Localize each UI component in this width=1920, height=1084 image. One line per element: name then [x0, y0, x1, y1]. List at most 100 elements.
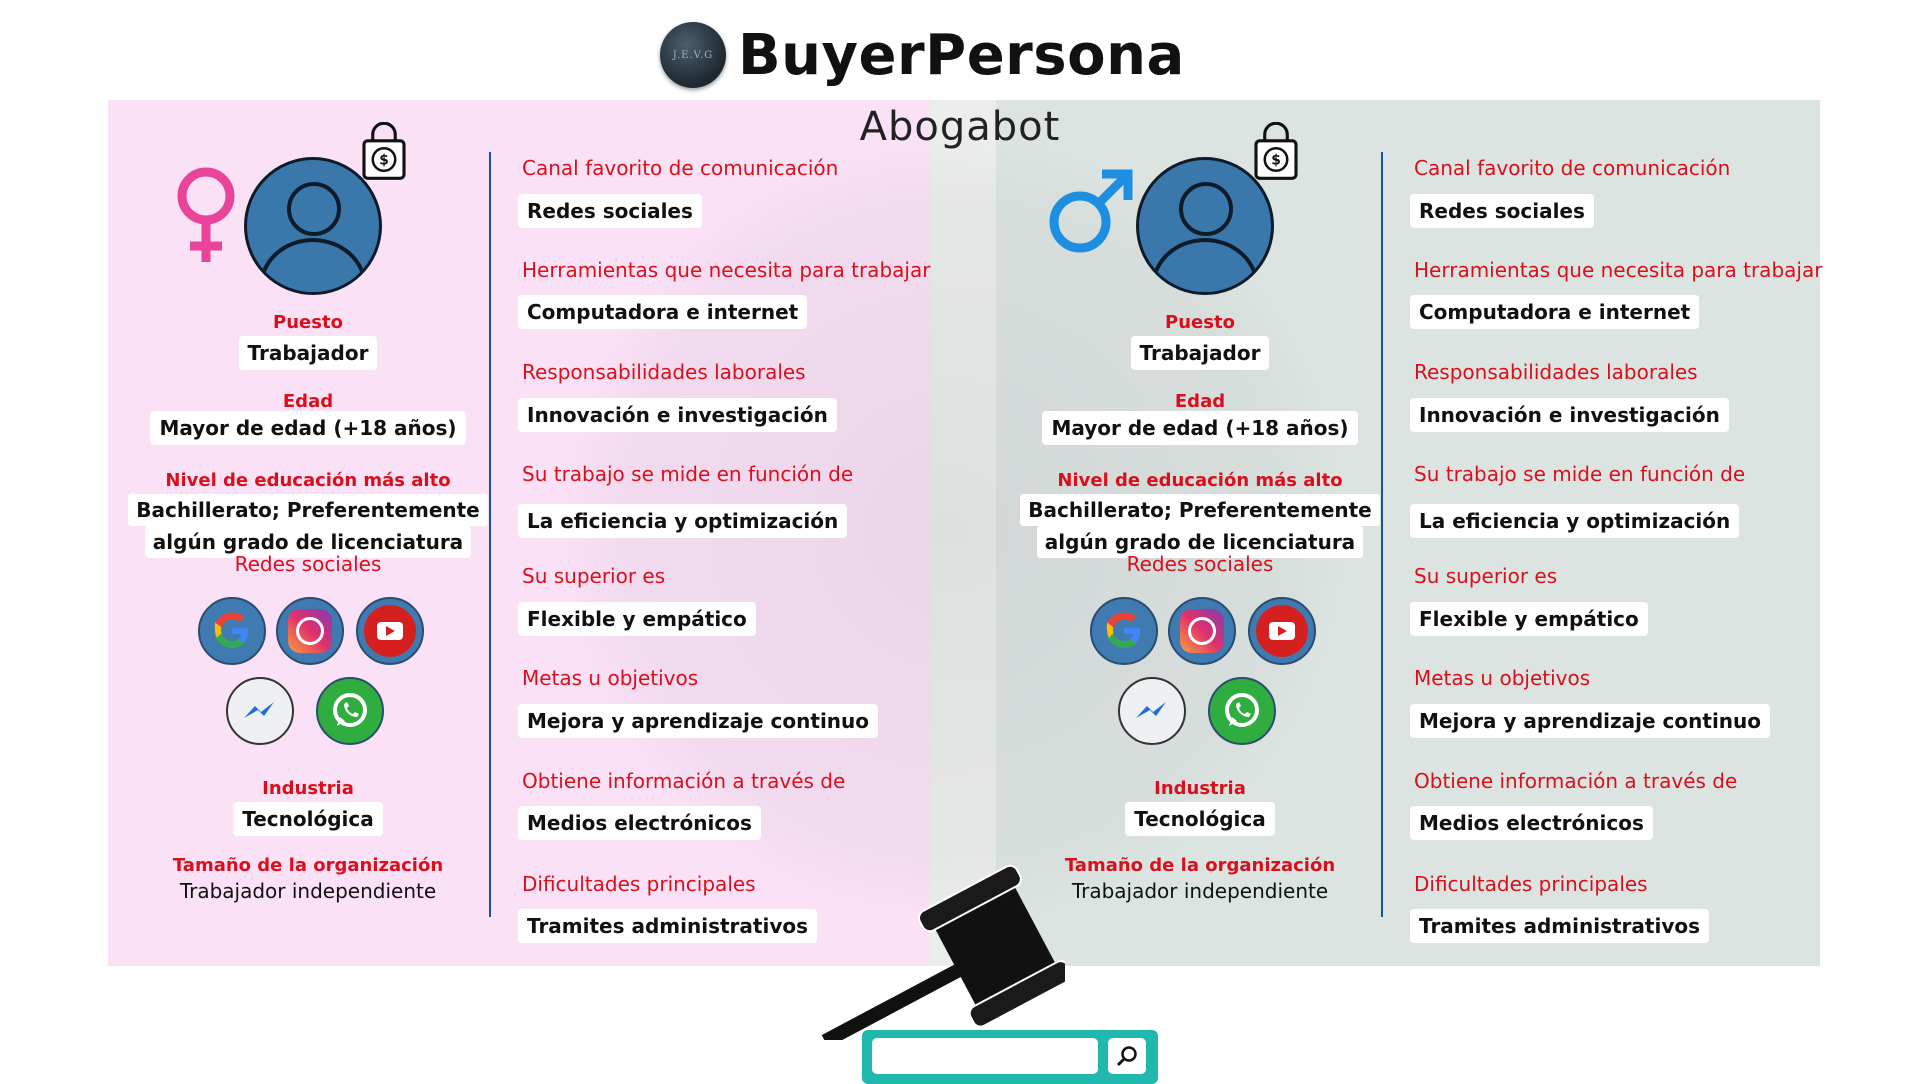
tamano-value: Trabajador independiente [1071, 879, 1329, 903]
detail-label: Herramientas que necesita para trabajar [1414, 258, 1823, 282]
detail-label: Obtiene información a través de [522, 769, 846, 793]
educacion-value-line1: Bachillerato; Preferentemente [1020, 494, 1380, 526]
header: J.E.V.G BuyerPersona [660, 20, 1185, 90]
tamano-label: Tamaño de la organización [1064, 855, 1336, 876]
detail-value: Redes sociales [1410, 194, 1594, 228]
avatar [244, 157, 382, 295]
detail-label: Canal favorito de comunicación [522, 156, 839, 180]
detail-label: Su superior es [1414, 564, 1558, 588]
page-subtitle: Abogabot [859, 104, 1061, 150]
industria-value-wrap: Tecnológica [1000, 802, 1400, 836]
detail-label: Dificultades principales [522, 872, 756, 896]
logo: J.E.V.G [660, 22, 726, 88]
detail-value-wrap: La eficiencia y optimización [1410, 504, 1740, 538]
search-bar [862, 1030, 1158, 1084]
messenger-icon[interactable] [1118, 677, 1186, 745]
detail-value: Medios electrónicos [1410, 806, 1653, 840]
puesto-label: Puesto [273, 312, 343, 333]
industria-label: Industria [1154, 778, 1246, 799]
detail-value-wrap: Redes sociales [518, 194, 702, 228]
detail-label: Responsabilidades laborales [1414, 360, 1698, 384]
puesto-value-wrap: Trabajador [1000, 336, 1400, 370]
detail-value: Tramites administrativos [1410, 909, 1710, 943]
detail-value-wrap: Flexible y empático [1410, 602, 1648, 636]
google-icon[interactable] [1090, 597, 1158, 665]
industria-value: Tecnológica [233, 802, 383, 836]
detail-value: La eficiencia y optimización [518, 504, 848, 538]
whatsapp-icon[interactable] [316, 677, 384, 745]
detail-value: Innovación e investigación [518, 398, 837, 432]
educacion-value-wrap: Bachillerato; Preferentemente algún grad… [1000, 494, 1400, 558]
whatsapp-icon[interactable] [1208, 677, 1276, 745]
detail-label: Responsabilidades laborales [522, 360, 806, 384]
shopping-bag-dollar-icon: $ [362, 122, 406, 180]
google-icon[interactable] [198, 597, 266, 665]
detail-value-wrap: Mejora y aprendizaje continuo [1410, 704, 1771, 738]
avatar [1136, 157, 1274, 295]
detail-label: Canal favorito de comunicación [1414, 156, 1731, 180]
puesto-value-wrap: Trabajador [108, 336, 508, 370]
search-button[interactable] [1108, 1038, 1146, 1074]
tamano-value: Trabajador independiente [179, 879, 437, 903]
shopping-bag-dollar-icon: $ [1254, 122, 1298, 180]
edad-value-wrap: Mayor de edad (+18 años) [1000, 411, 1400, 445]
detail-value-wrap: Innovación e investigación [518, 398, 837, 432]
detail-label: Herramientas que necesita para trabajar [522, 258, 931, 282]
detail-value: Flexible y empático [1410, 602, 1648, 636]
detail-value: Redes sociales [518, 194, 702, 228]
detail-label: Metas u objetivos [1414, 666, 1591, 690]
edad-value: Mayor de edad (+18 años) [1042, 411, 1358, 445]
detail-value-wrap: Innovación e investigación [1410, 398, 1729, 432]
youtube-icon[interactable] [1248, 597, 1316, 665]
search-icon [1116, 1046, 1137, 1067]
detail-value-wrap: Mejora y aprendizaje continuo [518, 704, 879, 738]
detail-value-wrap: Tramites administrativos [518, 909, 818, 943]
detail-value-wrap: Computadora e internet [1410, 295, 1700, 329]
persona-profile: $ Puesto Trabajador Edad Mayor de edad (… [108, 100, 508, 966]
detail-value-wrap: Computadora e internet [518, 295, 808, 329]
industria-value: Tecnológica [1125, 802, 1275, 836]
persona-card-female: $ Puesto Trabajador Edad Mayor de edad (… [108, 100, 1008, 966]
detail-value: Mejora y aprendizaje continuo [518, 704, 879, 738]
educacion-label: Nivel de educación más alto [165, 470, 451, 491]
messenger-icon[interactable] [226, 677, 294, 745]
educacion-value-line2: algún grado de licenciatura [144, 526, 472, 558]
puesto-value: Trabajador [1130, 336, 1270, 370]
detail-value: Medios electrónicos [518, 806, 761, 840]
persona-profile: $ Puesto Trabajador Edad Mayor de edad (… [1000, 100, 1400, 966]
edad-value-wrap: Mayor de edad (+18 años) [108, 411, 508, 445]
detail-label: Su trabajo se mide en función de [522, 462, 854, 486]
industria-value-wrap: Tecnológica [108, 802, 508, 836]
redes-label: Redes sociales [1126, 552, 1274, 576]
puesto-value: Trabajador [238, 336, 378, 370]
educacion-value-wrap: Bachillerato; Preferentemente algún grad… [108, 494, 508, 558]
educacion-value-line1: Bachillerato; Preferentemente [128, 494, 488, 526]
instagram-icon[interactable] [276, 597, 344, 665]
detail-value: Innovación e investigación [1410, 398, 1729, 432]
detail-value-wrap: Medios electrónicos [1410, 806, 1653, 840]
detail-label: Metas u objetivos [522, 666, 699, 690]
divider [489, 152, 491, 917]
detail-value: Mejora y aprendizaje continuo [1410, 704, 1771, 738]
instagram-icon[interactable] [1168, 597, 1236, 665]
youtube-icon[interactable] [356, 597, 424, 665]
detail-value-wrap: Redes sociales [1410, 194, 1594, 228]
tamano-label: Tamaño de la organización [172, 855, 444, 876]
detail-value: Computadora e internet [518, 295, 808, 329]
detail-label: Obtiene información a través de [1414, 769, 1738, 793]
edad-label: Edad [1174, 391, 1226, 412]
detail-value: Computadora e internet [1410, 295, 1700, 329]
industria-label: Industria [262, 778, 354, 799]
male-symbol-icon [1049, 169, 1133, 253]
detail-value: Flexible y empático [518, 602, 756, 636]
educacion-label: Nivel de educación más alto [1057, 470, 1343, 491]
gavel-icon [821, 864, 1065, 1040]
detail-value: La eficiencia y optimización [1410, 504, 1740, 538]
detail-value-wrap: Tramites administrativos [1410, 909, 1710, 943]
detail-label: Su trabajo se mide en función de [1414, 462, 1746, 486]
page-title: BuyerPersona [738, 22, 1185, 88]
search-input[interactable] [872, 1038, 1098, 1074]
svg-text:$: $ [1271, 153, 1281, 169]
divider [1381, 152, 1383, 917]
edad-value: Mayor de edad (+18 años) [150, 411, 466, 445]
